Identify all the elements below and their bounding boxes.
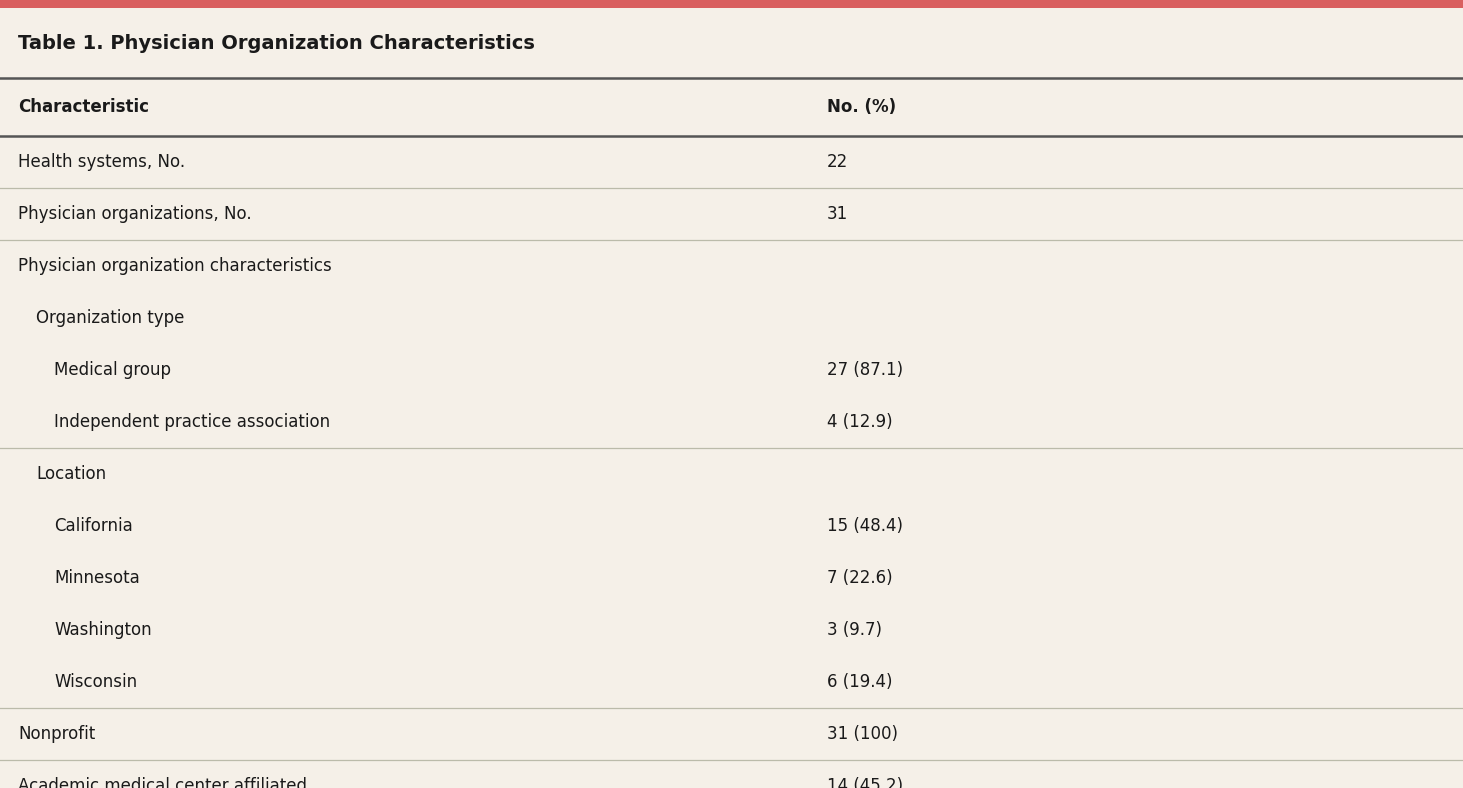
Bar bbox=[0, 8, 1463, 78]
Text: Medical group: Medical group bbox=[54, 361, 171, 379]
Text: Physician organization characteristics: Physician organization characteristics bbox=[18, 257, 332, 275]
Text: Table 1. Physician Organization Characteristics: Table 1. Physician Organization Characte… bbox=[18, 34, 535, 53]
Text: 31 (100): 31 (100) bbox=[827, 725, 898, 743]
Text: Minnesota: Minnesota bbox=[54, 569, 140, 587]
Bar bbox=[0, 0, 1463, 8]
Text: Washington: Washington bbox=[54, 621, 152, 639]
Text: 6 (19.4): 6 (19.4) bbox=[827, 673, 892, 691]
Text: Nonprofit: Nonprofit bbox=[18, 725, 95, 743]
Text: 31: 31 bbox=[827, 205, 849, 223]
Text: Organization type: Organization type bbox=[37, 309, 184, 327]
Text: California: California bbox=[54, 517, 133, 535]
Text: Physician organizations, No.: Physician organizations, No. bbox=[18, 205, 252, 223]
Text: 27 (87.1): 27 (87.1) bbox=[827, 361, 903, 379]
Text: Characteristic: Characteristic bbox=[18, 98, 149, 116]
Text: No. (%): No. (%) bbox=[827, 98, 895, 116]
Text: 14 (45.2): 14 (45.2) bbox=[827, 777, 903, 788]
Text: 15 (48.4): 15 (48.4) bbox=[827, 517, 903, 535]
Text: 22: 22 bbox=[827, 153, 849, 171]
Text: 3 (9.7): 3 (9.7) bbox=[827, 621, 882, 639]
Text: 4 (12.9): 4 (12.9) bbox=[827, 413, 892, 431]
Text: 7 (22.6): 7 (22.6) bbox=[827, 569, 892, 587]
Text: Location: Location bbox=[37, 465, 107, 483]
Text: Wisconsin: Wisconsin bbox=[54, 673, 138, 691]
Text: Academic medical center affiliated: Academic medical center affiliated bbox=[18, 777, 307, 788]
Text: Health systems, No.: Health systems, No. bbox=[18, 153, 186, 171]
Text: Independent practice association: Independent practice association bbox=[54, 413, 331, 431]
